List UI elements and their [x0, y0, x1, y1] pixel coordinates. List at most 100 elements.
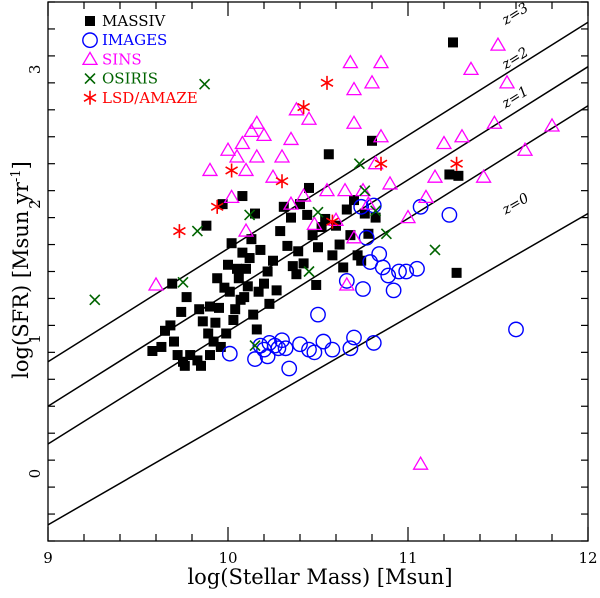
point-lsd-amaze: [320, 75, 334, 90]
point-images: [306, 344, 323, 361]
point-sins: [219, 141, 237, 156]
point-images: [324, 341, 341, 358]
point-massiv: [169, 336, 179, 347]
point-sins: [475, 168, 492, 183]
point-massiv: [214, 302, 224, 313]
point-massiv: [255, 244, 266, 255]
point-massiv: [224, 286, 235, 297]
point-images: [441, 207, 458, 223]
point-massiv: [172, 350, 183, 361]
y-axis-label-end: ]: [9, 161, 33, 169]
point-sins: [498, 74, 516, 89]
point-lsd-amaze: [172, 224, 186, 239]
point-sins: [147, 276, 165, 291]
point-massiv: [239, 292, 250, 303]
point-sins: [486, 114, 503, 129]
y-tick-label: 2: [26, 199, 44, 209]
point-massiv: [304, 182, 314, 193]
point-sins: [295, 187, 312, 202]
point-sins: [372, 54, 390, 69]
point-sins: [237, 162, 255, 177]
point-osiris: [312, 206, 324, 218]
legend-label-massiv: MASSIV: [102, 12, 166, 30]
point-sins: [489, 36, 507, 51]
point-massiv: [208, 336, 219, 347]
legend-marker-sins: [81, 51, 99, 66]
point-images: [247, 351, 263, 367]
point-massiv: [271, 285, 282, 296]
point-massiv: [226, 238, 237, 249]
line-z=2: [48, 66, 588, 407]
point-images: [342, 340, 359, 357]
point-sins: [417, 189, 435, 204]
point-massiv: [147, 346, 158, 357]
point-sins: [345, 229, 363, 244]
point-massiv: [242, 281, 253, 292]
point-osiris: [199, 78, 211, 90]
point-sins: [255, 127, 273, 142]
legend-marker-images: [82, 32, 98, 49]
point-massiv: [264, 298, 275, 309]
y-axis-label: log(SFR) [Msun yr-1]: [9, 161, 33, 379]
point-images: [355, 281, 371, 297]
point-massiv: [349, 195, 359, 206]
legend-marker-osiris: [84, 73, 96, 85]
x-tick-label: 10: [218, 549, 237, 567]
point-massiv: [192, 355, 203, 366]
point-massiv: [320, 213, 331, 224]
point-osiris: [353, 158, 365, 170]
line-label-z=0: z=0: [499, 190, 532, 218]
point-sins: [306, 216, 323, 230]
point-massiv: [176, 306, 187, 317]
point-sins: [282, 131, 300, 146]
legend-marker-massiv: [85, 16, 95, 26]
point-lsd-amaze: [297, 100, 311, 115]
point-sins: [264, 168, 282, 183]
point-massiv: [444, 169, 455, 180]
point-images: [346, 329, 362, 346]
point-images: [281, 360, 298, 377]
point-massiv: [232, 263, 242, 274]
point-massiv: [448, 37, 458, 48]
point-images: [508, 321, 524, 338]
point-massiv: [370, 212, 381, 223]
point-massiv: [313, 242, 323, 253]
point-images: [371, 246, 388, 262]
point-images: [221, 345, 238, 362]
point-lsd-amaze: [275, 174, 289, 189]
point-massiv: [327, 250, 338, 261]
point-massiv: [237, 247, 248, 258]
point-osiris: [177, 276, 189, 288]
point-sins: [412, 455, 429, 470]
legend-label-osiris: OSIRIS: [102, 70, 158, 88]
y-tick-label: 1: [26, 334, 44, 344]
point-massiv: [160, 325, 170, 336]
point-massiv: [259, 278, 269, 289]
legend-label-lsd-amaze: LSD/AMAZE: [102, 89, 198, 107]
point-massiv: [223, 259, 233, 270]
point-sins: [248, 148, 265, 163]
point-osiris: [89, 294, 101, 306]
point-massiv: [352, 250, 363, 261]
point-massiv: [291, 269, 302, 280]
point-osiris: [303, 265, 315, 278]
point-massiv: [156, 341, 167, 352]
point-massiv: [298, 258, 309, 269]
point-sins: [273, 148, 291, 163]
point-massiv: [278, 201, 289, 212]
point-sins: [338, 276, 355, 291]
point-massiv: [219, 282, 230, 293]
point-massiv: [316, 222, 327, 233]
line-label-z=2: z=2: [498, 44, 531, 73]
point-massiv: [185, 350, 196, 361]
point-massiv: [302, 209, 313, 220]
point-massiv: [338, 262, 349, 273]
point-sins: [237, 222, 255, 237]
y-tick-label: 3: [26, 65, 44, 75]
point-images: [380, 267, 397, 284]
point-massiv: [201, 220, 212, 231]
point-massiv: [241, 263, 251, 274]
point-massiv: [203, 328, 214, 339]
y-axis-label-main: log(SFR) [Msun yr: [9, 181, 33, 379]
point-massiv: [210, 317, 221, 328]
